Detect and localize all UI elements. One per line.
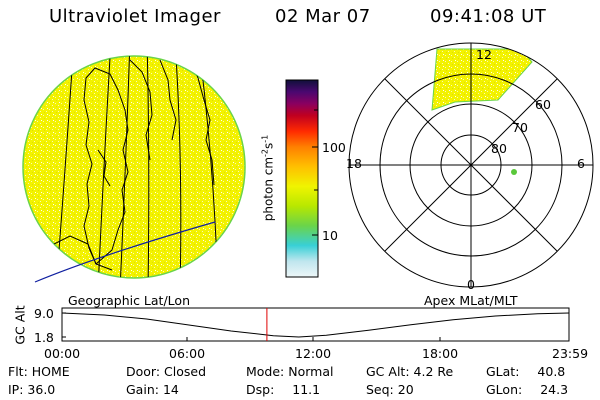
dsp-status: Dsp: 11.1: [246, 382, 320, 397]
timeline-right-title: Apex MLat/MLT: [424, 293, 518, 308]
mode-value: Normal: [288, 364, 334, 379]
dsp-label: Dsp:: [246, 382, 275, 397]
seq-label: Seq:: [366, 382, 394, 397]
intensity-colorbar: [285, 79, 319, 278]
glat-value: 40.8: [537, 364, 566, 379]
gain-status: Gain: 14: [126, 382, 179, 397]
flight-value: HOME: [31, 364, 70, 379]
door-status: Door: Closed: [126, 364, 206, 379]
earth-image: [22, 55, 246, 283]
ip-value: 36.0: [27, 382, 56, 397]
mode-status: Mode: Normal: [246, 364, 334, 379]
glon-label: GLon:: [486, 382, 523, 397]
gcalt-status: GC Alt: 4.2 Re: [366, 364, 453, 379]
flight-status: Flt: HOME: [8, 364, 70, 379]
dsp-value: 11.1: [292, 382, 321, 397]
lat-label-70: 70: [512, 120, 528, 135]
mode-label: Mode:: [246, 364, 285, 379]
seq-status: Seq: 20: [366, 382, 414, 397]
ip-label: IP:: [8, 382, 24, 397]
gain-value: 14: [162, 382, 179, 397]
mlt-label-6: 6: [577, 156, 585, 171]
colorbar-tick-100: 100: [322, 140, 346, 155]
x-tick-2359: 23:59: [552, 346, 589, 361]
glat-label: GLat:: [486, 364, 520, 379]
x-tick-1800: 18:00: [422, 346, 459, 361]
altitude-timeline: [61, 307, 570, 342]
lat-label-60: 60: [535, 97, 551, 112]
y-tick-9: 9.0: [34, 306, 54, 321]
mlt-label-18: 18: [346, 156, 362, 171]
timeline-y-axis-label: GC Alt: [12, 305, 28, 345]
mlt-label-0: 0: [467, 277, 475, 292]
glon-status: GLon: 24.3: [486, 382, 568, 397]
lat-label-80: 80: [491, 141, 507, 156]
altitude-track-line: [61, 312, 570, 338]
observation-date: 02 Mar 07: [275, 6, 371, 27]
mlt-label-12: 12: [476, 47, 492, 62]
x-tick-1200: 12:00: [295, 346, 332, 361]
glon-value: 24.3: [540, 382, 569, 397]
polar-plot: [348, 42, 594, 288]
gcalt-value: 4.2 Re: [413, 364, 454, 379]
glat-status: GLat: 40.8: [486, 364, 565, 379]
timeline-left-title: Geographic Lat/Lon: [68, 293, 190, 308]
y-tick-1-8: 1.8: [34, 330, 54, 345]
x-tick-0600: 06:00: [169, 346, 206, 361]
door-label: Door:: [126, 364, 161, 379]
door-value: Closed: [164, 364, 207, 379]
ip-status: IP: 36.0: [8, 382, 55, 397]
colorbar-tick-10: 10: [322, 228, 338, 243]
gain-label: Gain:: [126, 382, 159, 397]
flight-label: Flt:: [8, 364, 28, 379]
gcalt-label: GC Alt:: [366, 364, 410, 379]
observation-time: 09:41:08 UT: [430, 6, 547, 27]
seq-value: 20: [397, 382, 414, 397]
instrument-title: Ultraviolet Imager: [49, 6, 221, 27]
x-tick-0000: 00:00: [44, 346, 81, 361]
colorbar-unit-label: photon cm-2s-1: [260, 134, 276, 222]
